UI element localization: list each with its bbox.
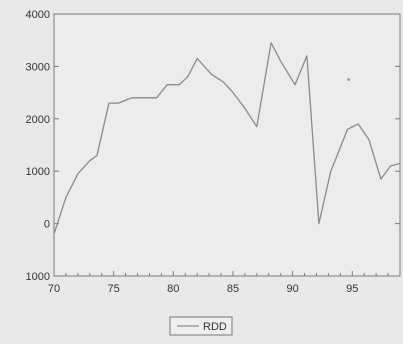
x-tick-label: 75 — [108, 283, 120, 295]
x-axis: 70 75 80 85 90 95 — [48, 271, 401, 295]
x-tick-label: 80 — [167, 283, 179, 295]
plot-area — [53, 13, 401, 277]
y-tick-label: 1000 — [26, 166, 50, 178]
legend: RDD — [169, 316, 233, 336]
legend-label: RDD — [203, 321, 227, 333]
y-tick-label: 0 — [44, 219, 50, 231]
x-tick-label: 85 — [227, 283, 239, 295]
y-tick-label: 4000 — [26, 9, 50, 21]
x-tick-label: 90 — [286, 283, 298, 295]
y-axis: 4000 3000 2000 1000 0 1000 — [26, 9, 400, 283]
x-tick-label: 70 — [48, 283, 60, 295]
y-tick-label: 1000 — [26, 271, 50, 283]
legend-box — [169, 316, 233, 336]
series-line-rdd — [53, 42, 401, 235]
x-tick-label: 95 — [346, 283, 358, 295]
series-layer — [53, 42, 401, 235]
y-tick-label: 3000 — [26, 61, 50, 73]
series-point — [347, 78, 350, 81]
y-tick-label: 2000 — [26, 114, 50, 126]
